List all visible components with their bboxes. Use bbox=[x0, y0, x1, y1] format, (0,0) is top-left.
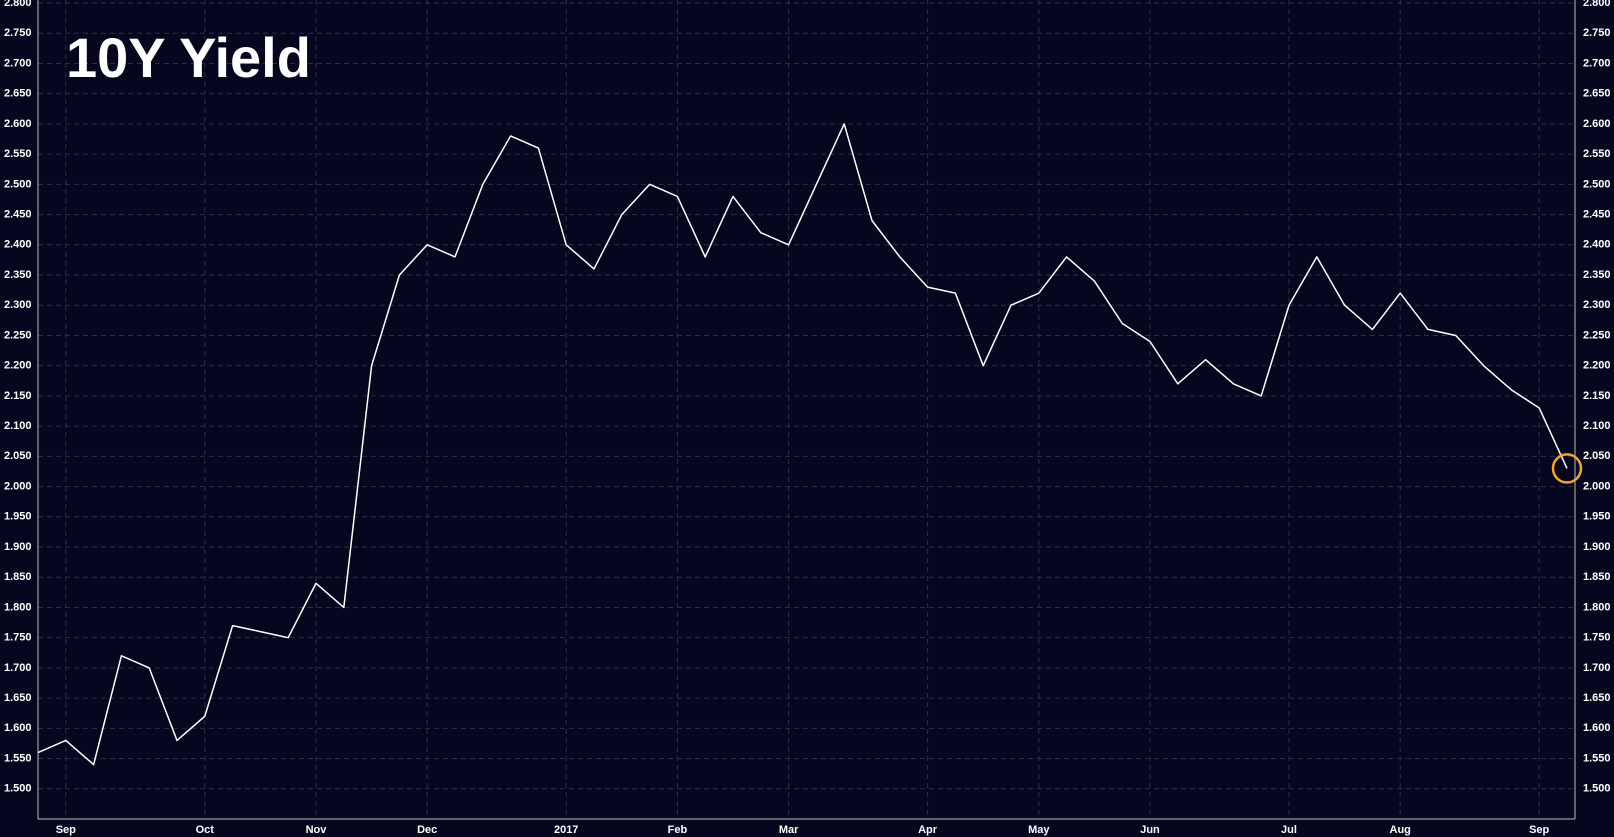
y-tick-label-right: 1.550 bbox=[1583, 752, 1611, 764]
x-tick-label: Nov bbox=[306, 824, 328, 836]
y-tick-label-right: 2.800 bbox=[1583, 0, 1611, 9]
y-tick-label-right: 1.800 bbox=[1583, 601, 1611, 613]
y-tick-label-right: 1.500 bbox=[1583, 783, 1611, 795]
y-tick-label: 2.550 bbox=[4, 148, 32, 160]
y-tick-label: 2.750 bbox=[4, 27, 32, 39]
y-tick-label-right: 2.000 bbox=[1583, 480, 1611, 492]
x-tick-label: Jun bbox=[1140, 824, 1160, 836]
x-tick-label: Oct bbox=[196, 824, 215, 836]
y-tick-label-right: 2.300 bbox=[1583, 299, 1611, 311]
y-tick-label: 2.000 bbox=[4, 480, 32, 492]
y-tick-label-right: 1.750 bbox=[1583, 632, 1611, 644]
y-tick-label: 2.500 bbox=[4, 178, 32, 190]
y-tick-label-right: 1.950 bbox=[1583, 511, 1611, 523]
x-tick-label: Mar bbox=[779, 824, 799, 836]
y-tick-label: 1.600 bbox=[4, 722, 32, 734]
y-tick-label: 1.500 bbox=[4, 783, 32, 795]
y-tick-label-right: 2.750 bbox=[1583, 27, 1611, 39]
x-tick-label: Apr bbox=[918, 824, 938, 836]
x-tick-label: Feb bbox=[668, 824, 688, 836]
y-tick-label: 2.700 bbox=[4, 57, 32, 69]
y-tick-label: 2.600 bbox=[4, 118, 32, 130]
x-tick-label: Sep bbox=[56, 824, 76, 836]
x-tick-label: May bbox=[1028, 824, 1050, 836]
y-tick-label-right: 2.650 bbox=[1583, 88, 1611, 100]
y-tick-label: 2.100 bbox=[4, 420, 32, 432]
y-tick-label: 2.250 bbox=[4, 329, 32, 341]
y-tick-label-right: 2.050 bbox=[1583, 450, 1611, 462]
y-tick-label: 2.650 bbox=[4, 88, 32, 100]
y-tick-label-right: 1.600 bbox=[1583, 722, 1611, 734]
x-tick-label: 2017 bbox=[554, 824, 578, 836]
y-tick-label-right: 2.600 bbox=[1583, 118, 1611, 130]
y-tick-label: 1.950 bbox=[4, 511, 32, 523]
x-tick-label: Jul bbox=[1281, 824, 1297, 836]
y-tick-label: 1.550 bbox=[4, 752, 32, 764]
y-tick-label-right: 2.100 bbox=[1583, 420, 1611, 432]
grid: 1.500 1.500 1.550 1.550 1.600 1.600 1.650 1.650… bbox=[4, 0, 1611, 836]
y-tick-label: 2.450 bbox=[4, 208, 32, 220]
y-tick-label: 1.750 bbox=[4, 632, 32, 644]
y-tick-label: 2.800 bbox=[4, 0, 32, 9]
y-tick-label: 2.150 bbox=[4, 390, 32, 402]
y-tick-label-right: 1.650 bbox=[1583, 692, 1611, 704]
x-tick-label: Sep bbox=[1529, 824, 1549, 836]
y-tick-label-right: 2.500 bbox=[1583, 178, 1611, 190]
y-tick-label-right: 1.700 bbox=[1583, 662, 1611, 674]
y-tick-label-right: 2.200 bbox=[1583, 360, 1611, 372]
y-tick-label-right: 2.550 bbox=[1583, 148, 1611, 160]
y-tick-label: 2.300 bbox=[4, 299, 32, 311]
y-tick-label: 2.050 bbox=[4, 450, 32, 462]
y-tick-label: 1.850 bbox=[4, 571, 32, 583]
y-tick-label: 2.200 bbox=[4, 360, 32, 372]
chart-title: 10Y Yield bbox=[66, 26, 311, 89]
marks bbox=[37, 123, 1583, 766]
x-tick-label: Dec bbox=[417, 824, 437, 836]
y-tick-label: 1.650 bbox=[4, 692, 32, 704]
highlight-circle bbox=[1551, 453, 1583, 484]
y-tick-label-right: 1.900 bbox=[1583, 541, 1611, 553]
y-tick-label-right: 2.450 bbox=[1583, 208, 1611, 220]
y-tick-label-right: 2.700 bbox=[1583, 57, 1611, 69]
y-tick-label: 1.900 bbox=[4, 541, 32, 553]
y-tick-label: 2.400 bbox=[4, 239, 32, 251]
y-tick-label-right: 2.150 bbox=[1583, 390, 1611, 402]
y-tick-label-right: 2.350 bbox=[1583, 269, 1611, 281]
y-tick-label: 1.700 bbox=[4, 662, 32, 674]
y-tick-label: 1.800 bbox=[4, 601, 32, 613]
line-series bbox=[37, 123, 1568, 766]
x-tick-label: Aug bbox=[1390, 824, 1411, 836]
y-tick-label-right: 2.250 bbox=[1583, 329, 1611, 341]
y-tick-label: 2.350 bbox=[4, 269, 32, 281]
y-tick-label-right: 1.850 bbox=[1583, 571, 1611, 583]
y-tick-label-right: 2.400 bbox=[1583, 239, 1611, 251]
